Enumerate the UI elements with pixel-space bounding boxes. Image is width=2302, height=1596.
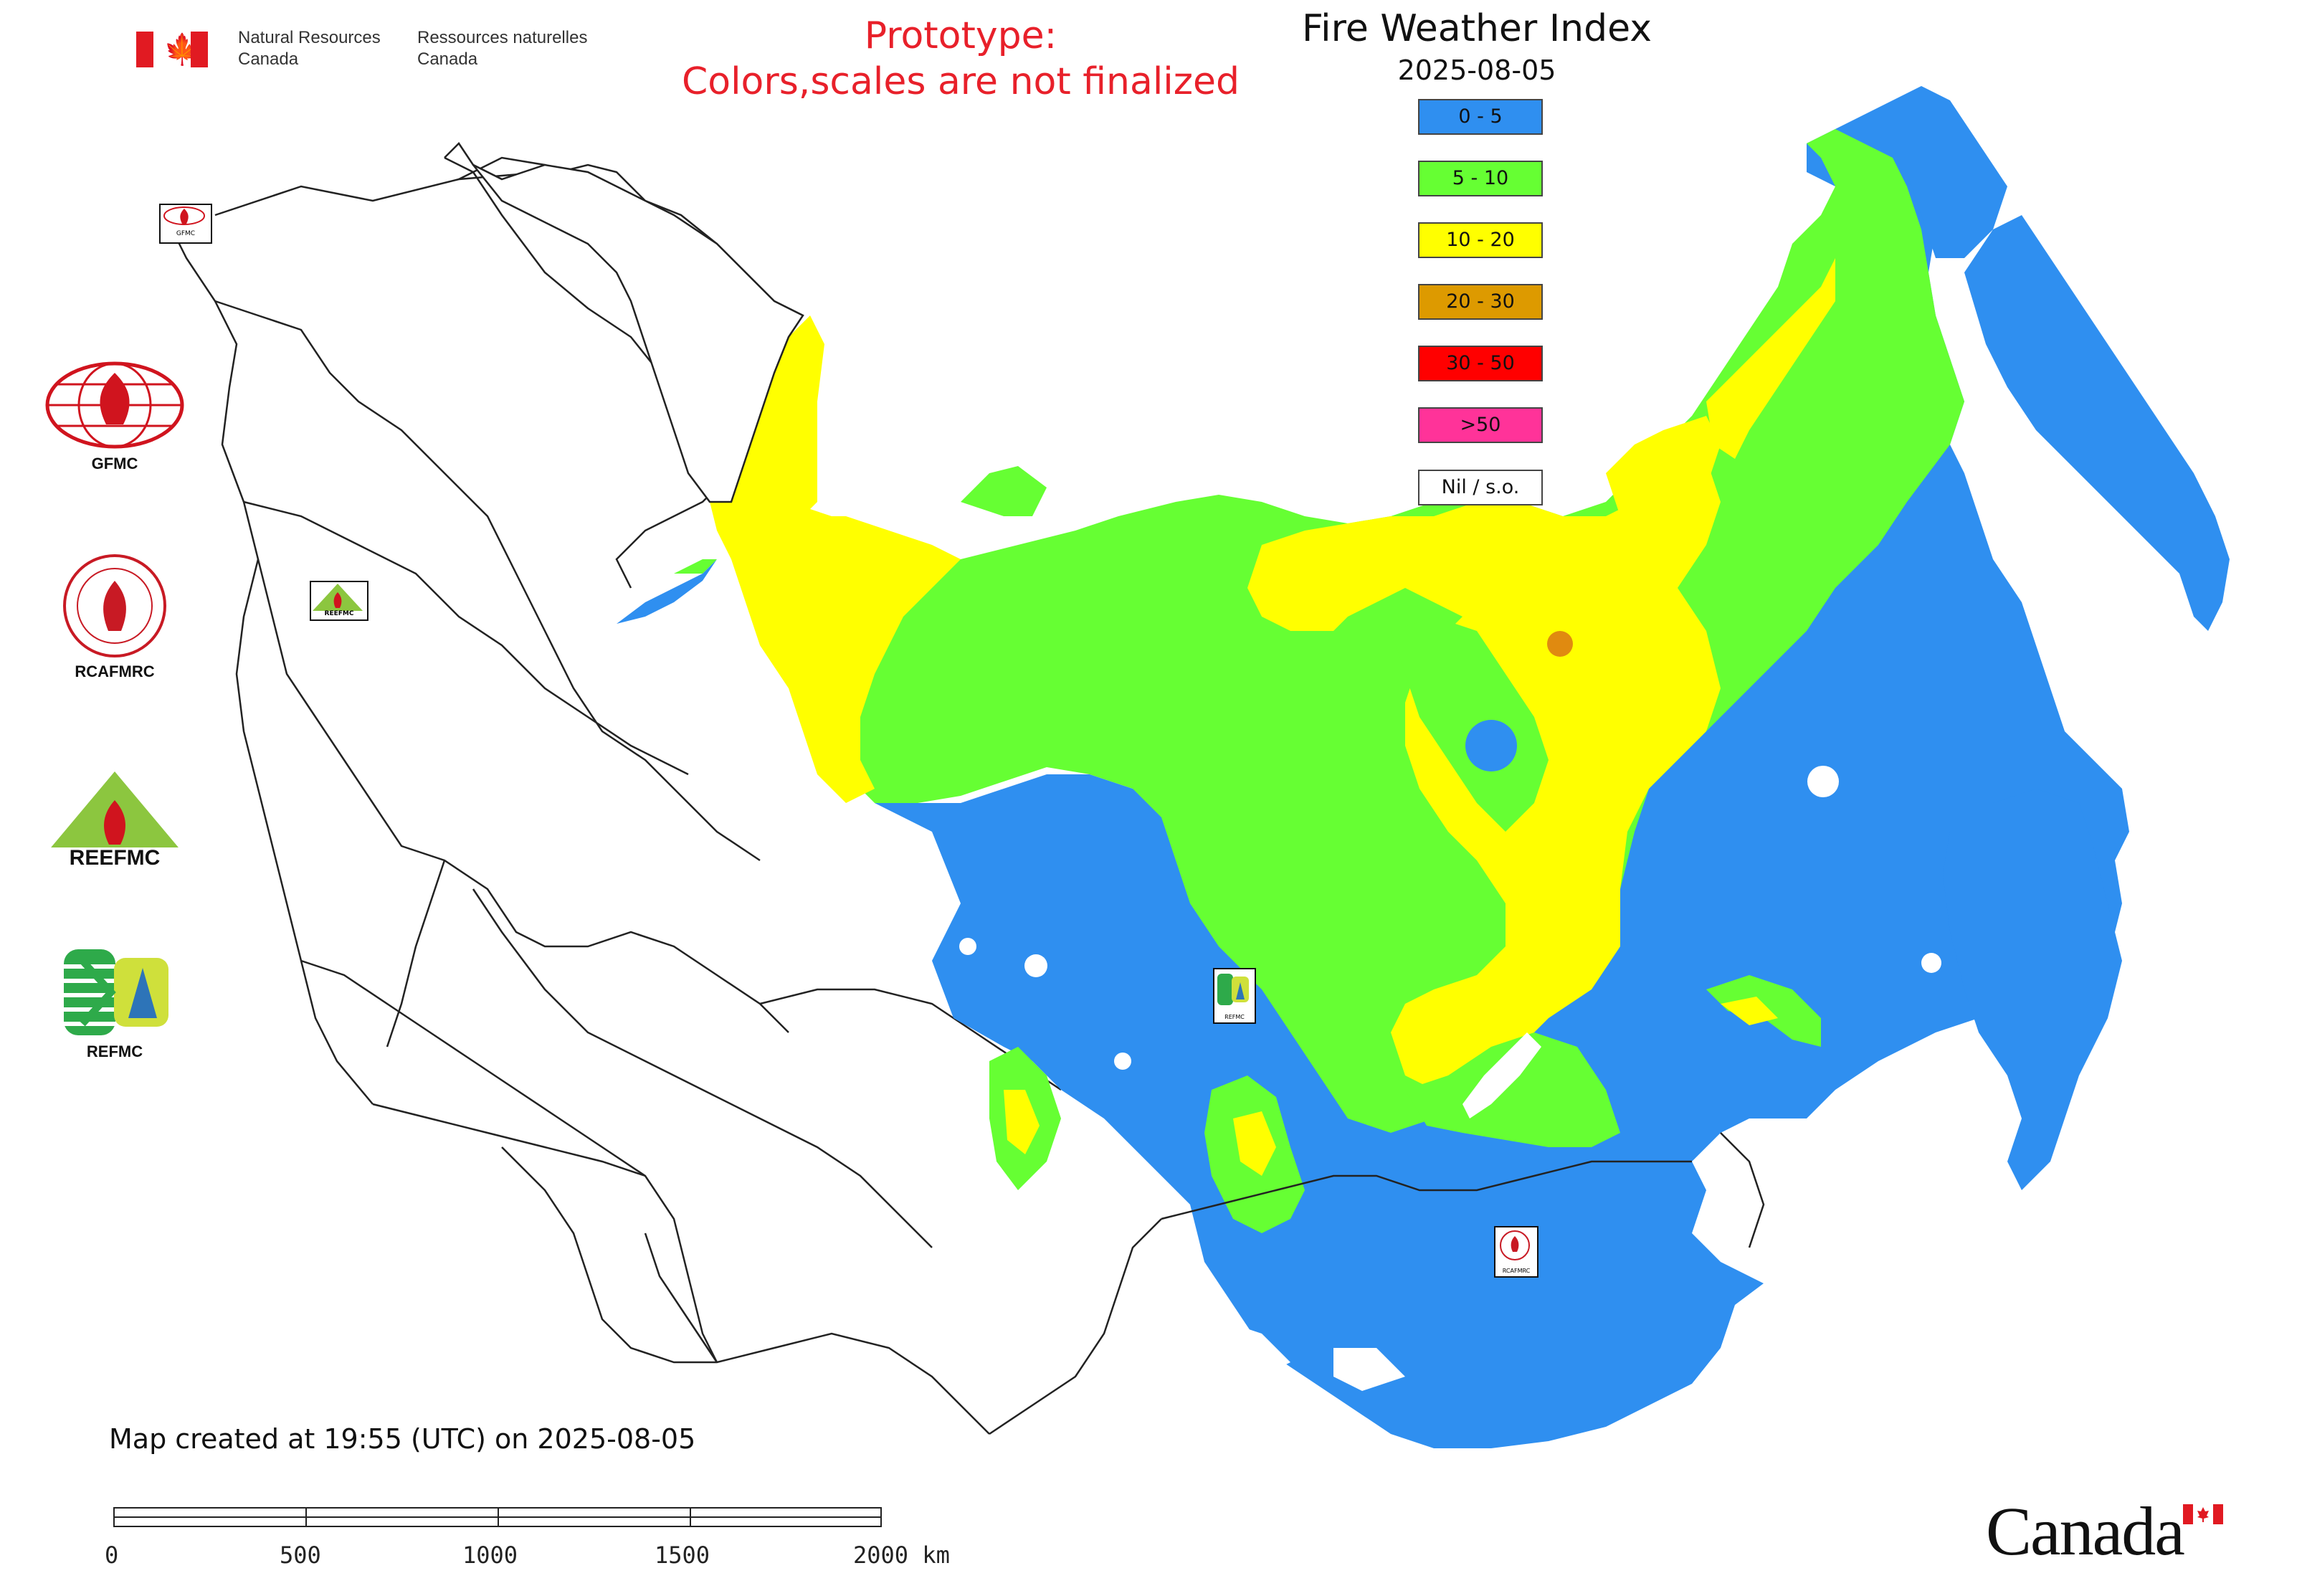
rcafmrc-caption: RCAFMRC [75,662,155,680]
prototype-line1: Prototype: [864,14,1057,57]
canada-wordmark-flag-icon [2183,1504,2223,1524]
zone-yellow-northeast [1706,258,1835,459]
reefmc-marker[interactable]: REEFMC [310,581,368,621]
scale-label-500: 500 [280,1542,321,1569]
lake-spot [1114,1053,1131,1070]
department-en-line2: Canada [238,49,299,69]
legend-item: >50 [1418,407,1543,443]
lake-spot [2070,1116,2091,1136]
reefmc-triangle-icon [40,771,189,869]
refmc-marker[interactable]: REFMC [1213,968,1256,1024]
reefmc-marker-icon [313,584,363,611]
scandinavia-outline [472,163,804,503]
zone-yellow-far-east [1721,997,1778,1025]
reefmc-logo-text: REEFMC [69,846,161,870]
legend-item: 10 - 20 [1418,222,1543,258]
canada-wordmark: Canada [1986,1493,2185,1569]
zone-orange-dot [1547,631,1573,657]
gfmc-caption: GFMC [91,455,138,472]
rcafmrc-marker-icon [1500,1230,1530,1260]
zone-yellow-west-altai [1004,1090,1040,1154]
zone-green-baikal [1405,1032,1620,1147]
zone-yellow-northeast-b [1606,416,1721,531]
lake-spot [1921,953,1941,973]
canada-flag-icon-left [136,32,153,67]
scale-label-0: 0 [105,1542,119,1569]
refmc-caption: REFMC [86,1042,143,1060]
zone-green-novaya [961,466,1047,516]
reefmc-marker-label: REEFMC [324,610,354,617]
gfmc-marker[interactable]: GFMC [159,204,212,244]
border-lines-east [1161,1132,1765,1248]
prototype-notice: Prototype: Colors,scales are not finaliz… [645,13,1276,105]
refmc-sigma-icon [64,949,168,1035]
gfmc-marker-label: GFMC [176,230,196,237]
lake-spot [1024,954,1047,977]
legend-item: 30 - 50 [1418,346,1543,381]
refmc-logo: REFMC [50,946,179,1061]
legend-date: 2025-08-05 [1397,54,1556,86]
scale-label-1500: 1500 [655,1542,710,1569]
zone-blue-chukotka [1835,86,2007,258]
rcafmrc-seal-icon [63,554,166,657]
legend-item: 20 - 30 [1418,284,1543,320]
zone-blue-baltic [617,559,717,624]
scale-label-2000: 2000 km [853,1542,950,1569]
zone-yellow-west-b [803,516,961,674]
legend-title: Fire Weather Index [1302,7,1652,50]
zone-green-main [789,129,1964,1133]
snow-patch [1219,1319,1290,1377]
canada-flag-icon-right [191,32,208,67]
scale-bar: 0 500 1000 1500 2000 km [100,1498,975,1570]
legend-item: 5 - 10 [1418,161,1543,196]
zone-blue-okhotsk [1943,789,2122,1190]
rcafmrc-marker-label: RCAFMRC [1502,1268,1531,1274]
lake-baikal [1462,1032,1541,1118]
zone-blue-dot [1465,720,1517,771]
refmc-marker-icon [1217,974,1249,1005]
rcafmrc-marker[interactable]: RCAFMRC [1494,1226,1538,1278]
department-en-line1: Natural Resources [238,28,381,47]
reefmc-logo: REEFMC [36,767,194,878]
nrcan-header: 🍁 Natural Resources Canada Ressources na… [136,27,609,77]
lake-spot [1807,766,1839,797]
zone-green-baltic [674,559,717,574]
gfmc-logo: GFMC [36,358,194,473]
scale-bar-graphic [113,1507,882,1527]
legend-item: 0 - 5 [1418,99,1543,135]
scale-label-1000: 1000 [462,1542,518,1569]
map-created-timestamp: Map created at 19:55 (UTC) on 2025-08-05 [109,1423,696,1455]
legend-item: Nil / s.o. [1418,470,1543,505]
zone-blue-kamchatka [1964,215,2230,631]
fwi-zones [617,86,2230,1448]
department-fr-line1: Ressources naturelles [417,28,588,47]
lake-spot [959,938,976,955]
zone-blue-main [875,115,2129,1448]
department-fr-line2: Canada [417,49,478,69]
gfmc-globe-icon [45,361,184,449]
zone-yellow-south-a [1233,1111,1276,1176]
refmc-marker-label: REFMC [1224,1014,1245,1020]
prototype-line2: Colors,scales are not finalized [681,60,1240,103]
gfmc-marker-icon [163,206,205,225]
country-borders [163,142,1162,1435]
snow-patch [1333,1348,1405,1391]
zone-yellow-karelia [731,315,824,516]
zone-green-pocket [1391,617,1549,832]
rcafmrc-logo: RCAFMRC [54,552,176,681]
